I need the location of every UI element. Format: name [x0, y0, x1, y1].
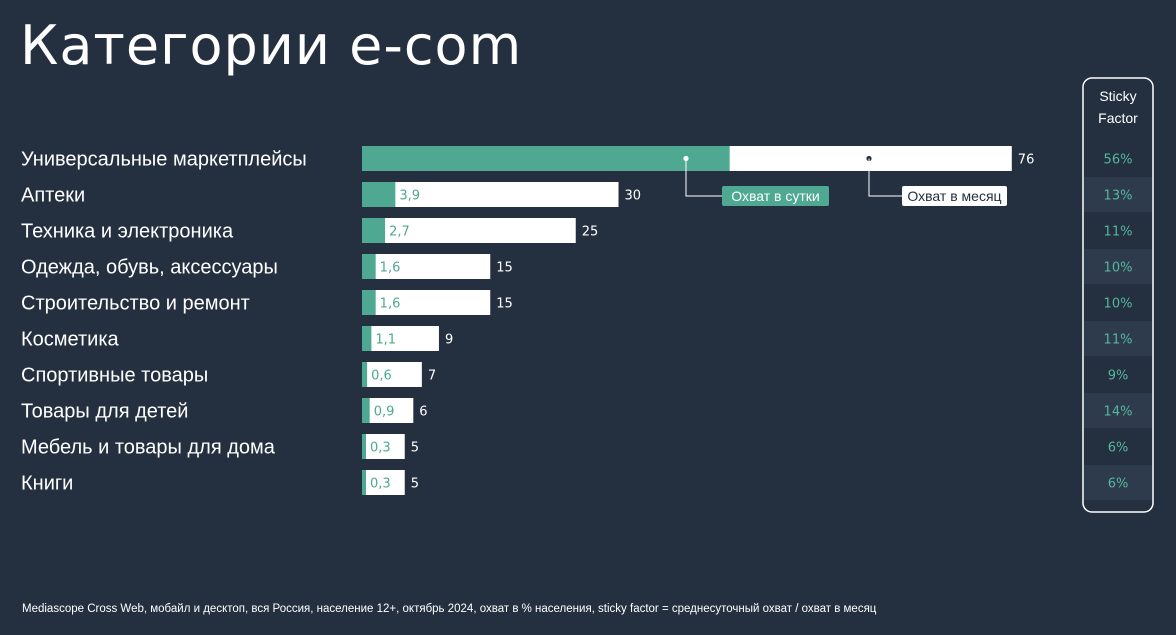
legend-monthly-box [902, 186, 1007, 206]
category-label: Универсальные маркетплейсы [21, 149, 307, 171]
sticky-factor-value: 6% [1108, 441, 1129, 456]
bar-daily-reach [362, 218, 386, 243]
data-label-monthly: 30 [625, 189, 642, 204]
sticky-factor-frame [1082, 77, 1154, 513]
source-footnote: Mediascope Cross Web, мобайл и десктоп, … [22, 603, 877, 615]
category-label: Спортивные товары [21, 365, 208, 387]
bar-daily-reach [362, 398, 370, 423]
bar-daily-reach [362, 470, 366, 495]
sticky-factor-value: 9% [1108, 369, 1129, 384]
data-label-daily: 0,9 [374, 405, 395, 420]
sticky-row-band [1084, 249, 1152, 284]
data-label-daily: 0,3 [370, 441, 391, 456]
category-label: Строительство и ремонт [21, 293, 250, 315]
sticky-factor-value: 6% [1108, 477, 1129, 492]
data-label-daily: 0,3 [370, 477, 391, 492]
data-label-monthly: 6 [419, 405, 427, 420]
sticky-factor-value: 11% [1104, 333, 1133, 348]
bar-daily-reach [362, 182, 396, 207]
bar-daily-reach [362, 362, 368, 387]
data-label-monthly: 7 [428, 369, 436, 384]
category-label: Косметика [21, 329, 120, 351]
sticky-factor-value: 13% [1104, 189, 1133, 204]
sticky-factor-value: 11% [1104, 225, 1133, 240]
bar-monthly-reach [362, 326, 439, 351]
bar-monthly-reach [362, 290, 491, 315]
bar-daily-reach [362, 434, 366, 459]
bar-monthly-reach [362, 182, 619, 207]
legend-daily-box [722, 186, 829, 206]
sticky-factor-value: 14% [1104, 405, 1133, 420]
sticky-row-band [1084, 321, 1152, 356]
legend-daily-connector [685, 158, 722, 197]
sticky-factor-value: 56% [1104, 153, 1133, 168]
legend-monthly-label: Охват в месяц [907, 188, 1001, 204]
page-title: Категории e-com [20, 14, 523, 77]
bar-daily-reach [362, 254, 376, 279]
sticky-row-band [1084, 177, 1152, 212]
sticky-header-line2: Factor [1098, 110, 1138, 126]
category-label: Товары для детей [21, 401, 188, 423]
data-label-monthly: 9 [445, 333, 453, 348]
sticky-row-band [1084, 393, 1152, 428]
category-label: Книги [21, 473, 73, 495]
category-label: Одежда, обувь, аксессуары [21, 257, 278, 279]
data-label-monthly: 25 [582, 225, 599, 240]
category-label: Мебель и товары для дома [21, 437, 276, 459]
data-label-monthly: 5 [411, 477, 419, 492]
bar-daily-reach [362, 146, 730, 171]
sticky-factor-value: 10% [1104, 297, 1133, 312]
data-label-monthly: 5 [411, 441, 419, 456]
sticky-row-band [1084, 465, 1152, 500]
legend-monthly-connector [868, 158, 902, 197]
legend-daily-label: Охват в сутки [731, 188, 819, 204]
bar-monthly-reach [362, 218, 576, 243]
sticky-factor-value: 10% [1104, 261, 1133, 276]
bar-monthly-reach [362, 254, 491, 279]
data-label-daily: 1,1 [375, 333, 396, 348]
category-label: Аптеки [21, 185, 85, 207]
data-label-daily: 3,9 [399, 189, 420, 204]
bar-monthly-reach [362, 434, 405, 459]
bar-monthly-reach [362, 398, 414, 423]
bar-monthly-reach [362, 470, 405, 495]
bar-monthly-reach [362, 362, 422, 387]
data-label-monthly: 15 [496, 297, 513, 312]
bar-daily-reach [362, 326, 372, 351]
category-label: Техника и электроника [21, 221, 234, 243]
data-label-daily: 0,6 [371, 369, 392, 384]
sticky-header-line1: Sticky [1099, 88, 1136, 104]
data-label-daily: 1,6 [380, 261, 401, 276]
data-label-daily: 1,6 [380, 297, 401, 312]
data-label-monthly: 15 [496, 261, 513, 276]
data-label-daily: 2,7 [389, 225, 410, 240]
data-label-daily: 43 [734, 153, 751, 168]
data-label-monthly: 76 [1018, 153, 1035, 168]
bar-daily-reach [362, 290, 376, 315]
